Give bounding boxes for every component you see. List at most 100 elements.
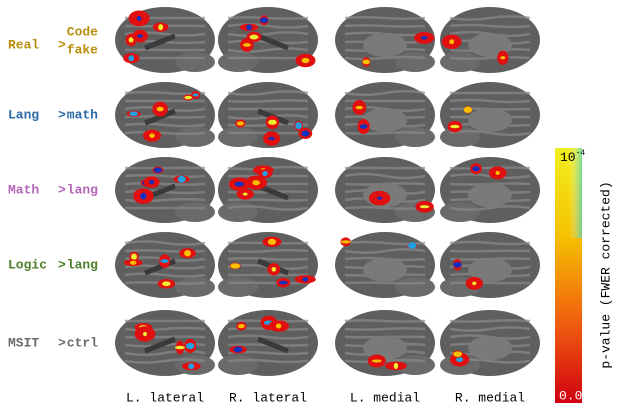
activation-core: [500, 56, 506, 60]
brain: [218, 310, 318, 376]
activation-core: [128, 55, 135, 62]
cerebellum: [218, 127, 258, 147]
row-label-right: Code: [67, 24, 98, 39]
activation-core: [237, 323, 245, 329]
activation-core: [184, 95, 193, 100]
sulcus: [449, 240, 531, 246]
activation-core: [302, 277, 309, 282]
activation-core: [174, 345, 185, 350]
sulcus: [344, 172, 426, 180]
activation-core: [242, 192, 248, 196]
cerebellum: [395, 127, 435, 147]
activation-core: [267, 238, 277, 245]
sulcus: [344, 327, 426, 331]
brain: [335, 157, 435, 223]
activation-core: [142, 331, 147, 337]
activation-core: [236, 121, 244, 126]
row-label-right: math: [67, 107, 98, 122]
activation-core: [242, 43, 251, 47]
brain-grid: [115, 7, 540, 376]
row-label-right: fake: [67, 42, 98, 57]
sulcus: [449, 166, 531, 170]
activation-core: [359, 124, 368, 129]
activation-core: [355, 105, 363, 110]
medial-wall: [468, 183, 512, 207]
sulcus: [344, 131, 426, 135]
cerebellum: [218, 355, 258, 375]
sulcus: [344, 281, 426, 285]
row-label-left: Math: [8, 182, 39, 197]
column-label: R. medial: [455, 390, 525, 405]
sulcus: [227, 257, 309, 261]
column-labels: L. lateral R. lateral L. medial R. medial: [126, 390, 525, 405]
sulcus: [449, 319, 531, 323]
activation-core: [185, 342, 195, 350]
brain: [218, 232, 318, 298]
sulcus: [344, 55, 426, 61]
sulcus: [124, 122, 206, 128]
activation-core: [453, 261, 462, 268]
column-label: R. lateral: [229, 390, 307, 405]
cerebellum: [440, 52, 480, 72]
sulcus: [344, 24, 426, 28]
sulcus: [227, 31, 309, 37]
activation-core: [262, 170, 268, 177]
row-label-right: lang: [67, 257, 98, 272]
row-label-op: >: [58, 257, 66, 272]
brain: [115, 232, 215, 298]
activation-core: [129, 111, 138, 117]
activation-core: [184, 250, 191, 257]
colorbar-bottom-label: 0.05: [559, 388, 590, 403]
cerebellum: [175, 277, 215, 297]
activation-core: [192, 93, 199, 97]
sulcus: [227, 23, 309, 29]
activation-core: [131, 253, 137, 260]
brain: [440, 232, 540, 298]
activation-core: [340, 240, 351, 244]
colorbar: 10-4 0.05 p-value (FWER corrected): [555, 148, 613, 403]
activation-core: [472, 166, 480, 172]
sulcus: [227, 358, 309, 364]
column-label: L. medial: [350, 390, 420, 405]
activation-core: [140, 192, 147, 200]
base: 10: [560, 150, 576, 165]
sulcus: [227, 47, 309, 53]
activation-core: [162, 281, 171, 287]
sulcus: [344, 89, 426, 97]
cerebellum: [175, 127, 215, 147]
brain: [335, 82, 435, 148]
cerebellum: [218, 52, 258, 72]
brain: [440, 82, 540, 148]
column-label: L. lateral: [126, 390, 204, 405]
brain: [440, 310, 540, 376]
activation-core: [249, 34, 259, 40]
sulcus: [124, 272, 206, 278]
activation-core: [393, 362, 399, 369]
sulcus: [227, 334, 309, 340]
row-label-op: >: [58, 107, 66, 122]
brain: [218, 82, 318, 148]
activation-core: [472, 281, 477, 286]
brain: [335, 310, 435, 376]
activation-core: [419, 205, 430, 209]
activation-core: [463, 106, 473, 113]
activation-core: [160, 259, 169, 264]
brain: [115, 310, 215, 376]
cerebellum: [175, 202, 215, 222]
sulcus: [227, 198, 309, 202]
sylvian: [144, 108, 176, 126]
activation-core: [377, 196, 383, 200]
sulcus: [227, 99, 309, 103]
row-label-left: Real: [8, 37, 39, 52]
activation-core: [495, 170, 500, 175]
activation-core: [449, 39, 455, 45]
sulcus: [344, 16, 426, 20]
activation-core: [156, 106, 164, 112]
activation-core: [149, 179, 155, 185]
sulcus: [344, 247, 426, 255]
sulcus: [449, 55, 531, 61]
brain: [440, 7, 540, 73]
activation-core: [230, 263, 241, 269]
sulcus: [449, 98, 531, 104]
